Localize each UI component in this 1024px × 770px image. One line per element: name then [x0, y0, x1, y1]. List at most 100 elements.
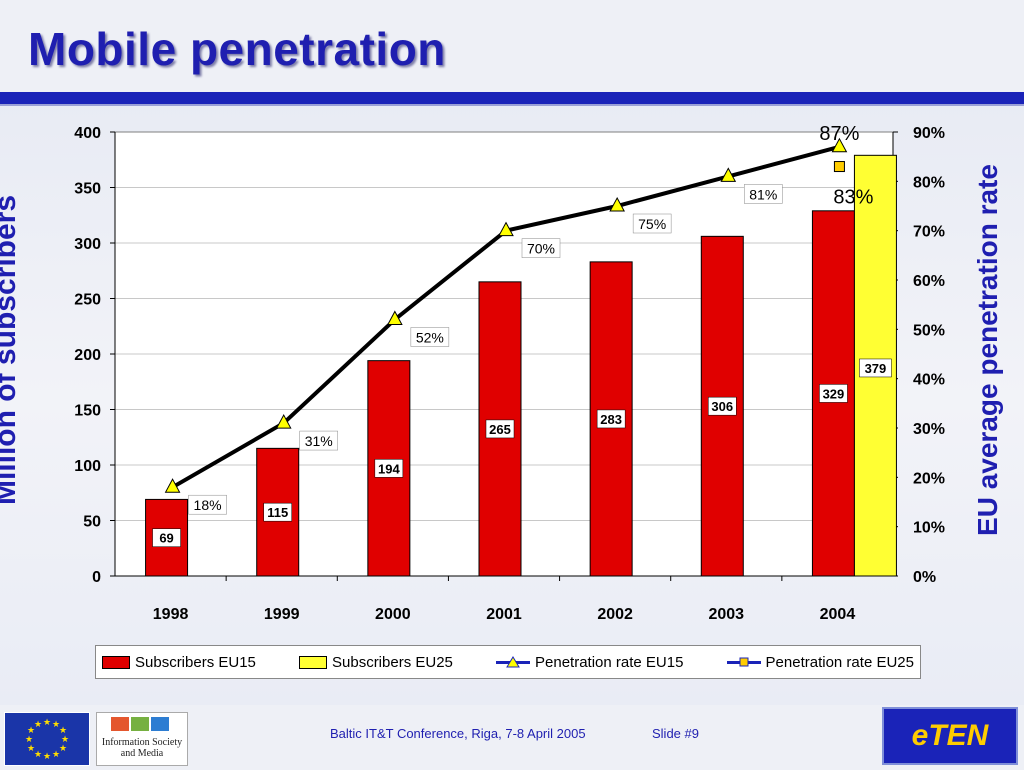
svg-text:★: ★: [43, 718, 51, 728]
legend-item-eu25-line: Penetration rate EU25: [726, 653, 914, 671]
legend-item-eu15-line: Penetration rate EU15: [496, 654, 683, 671]
data-label-box: [485, 419, 515, 439]
y-tick-label: 200: [74, 347, 101, 364]
data-label-eu15: 115: [267, 505, 288, 520]
x-tick-label: 2002: [597, 606, 633, 623]
svg-text:★: ★: [27, 726, 35, 736]
y-tick-label: 350: [74, 181, 101, 198]
y2-tick-label: 70%: [913, 224, 945, 241]
y-tick-label: 0: [92, 569, 101, 586]
legend-label: Penetration rate EU15: [535, 653, 684, 671]
information-society-logo: Information Society and Media: [96, 712, 188, 766]
data-label-penetration-eu15: 18%: [194, 497, 222, 513]
data-label-penetration-eu15: 52%: [416, 329, 444, 345]
svg-text:★: ★: [52, 720, 60, 730]
marker-eu25-square: [833, 161, 845, 173]
data-label-box: [521, 238, 561, 258]
slide-title: Mobile penetration: [28, 23, 446, 75]
data-label-box: [374, 459, 404, 478]
chart-legend: Subscribers EU15 Subscribers EU25 Penetr…: [95, 645, 921, 679]
x-tick-label: 2001: [486, 606, 522, 623]
eten-logo-text: eTEN: [911, 719, 989, 752]
data-label-box: [299, 430, 338, 451]
marker-eu15-triangle: [275, 414, 292, 429]
legend-swatch-eu25-bar: [299, 655, 327, 669]
data-label-box: [596, 409, 626, 429]
y2-tick-label: 20%: [913, 470, 945, 487]
legend-swatch-eu15-line: [496, 656, 530, 668]
svg-text:★: ★: [34, 720, 42, 730]
mobile-penetration-chart: 0 50 100 150 200 250 300 350 400 0% 10% 20% 30% 40% 50…: [74, 123, 945, 623]
data-label-eu15: 306: [711, 399, 733, 414]
information-society-caption: Information Society and Media: [101, 737, 183, 759]
y-tick-label: 50: [83, 514, 101, 531]
legend-item-eu25-bar: Subscribers EU25: [299, 654, 453, 671]
y-tick-label: 250: [74, 292, 101, 309]
svg-text:★: ★: [25, 735, 33, 745]
legend-label: Subscribers EU15: [135, 653, 256, 671]
data-label-eu15: 265: [489, 422, 511, 437]
legend-swatch-eu15-bar: [102, 655, 130, 669]
y-tick-label: 150: [74, 403, 101, 420]
svg-text:★: ★: [34, 750, 42, 760]
eten-logo: eTEN: [882, 707, 1018, 765]
svg-text:★: ★: [52, 750, 60, 760]
x-tick-label: 2004: [820, 606, 856, 623]
footer-slide-number: Slide #9: [652, 726, 699, 741]
marker-eu15-triangle: [387, 310, 403, 325]
title-rule: [0, 92, 1024, 104]
footer-conference: Baltic IT&T Conference, Riga, 7-8 April …: [330, 726, 586, 741]
data-label-penetration-eu25: 83%: [833, 187, 873, 209]
title-rule-thin: [0, 104, 1024, 106]
y2-tick-label: 50%: [913, 322, 945, 339]
data-label-penetration-eu15: 81%: [749, 186, 777, 202]
data-label-box: [410, 327, 450, 347]
data-label-box: [188, 494, 227, 515]
eu-flag-logo: ★ ★ ★ ★ ★ ★ ★ ★ ★ ★ ★ ★: [4, 712, 90, 766]
marker-eu15-triangle: [609, 196, 625, 212]
data-label-box: [152, 528, 181, 547]
y2-tick-label: 10%: [913, 520, 945, 537]
svg-text:★: ★: [43, 752, 51, 762]
data-label-box: [744, 184, 783, 204]
data-label-penetration-eu15: 87%: [819, 123, 859, 145]
svg-text:★: ★: [61, 735, 69, 745]
svg-text:★: ★: [59, 744, 67, 754]
y2-tick-label: 80%: [913, 174, 945, 191]
legend-item-eu15-bar: Subscribers EU15: [102, 654, 256, 671]
marker-eu15-triangle: [720, 167, 737, 182]
data-label-penetration-eu15: 31%: [305, 433, 333, 449]
data-label-box: [632, 213, 672, 234]
data-label-box: [819, 384, 848, 403]
svg-text:★: ★: [27, 744, 35, 754]
x-tick-label: 2000: [375, 606, 411, 623]
data-label-box: [859, 358, 892, 378]
x-tick-label: 1999: [264, 606, 300, 623]
marker-eu15-triangle: [498, 221, 514, 237]
data-label-eu15: 329: [823, 386, 845, 401]
data-label-eu15: 194: [378, 461, 400, 476]
legend-label: Penetration rate EU25: [765, 653, 914, 671]
y2-tick-label: 90%: [913, 125, 945, 142]
y2-tick-label: 40%: [913, 372, 945, 389]
data-label-eu25: 379: [865, 361, 887, 376]
y2-tick-label: 0%: [913, 569, 936, 586]
marker-eu15-triangle: [831, 137, 848, 153]
y-tick-label: 300: [74, 236, 101, 253]
data-label-box: [263, 502, 292, 522]
eu-stars-icon: ★ ★★★ ★★★★ ★★★★: [25, 718, 69, 762]
x-tick-label: 1998: [153, 606, 189, 623]
legend-swatch-eu25-line: [726, 656, 761, 668]
data-label-penetration-eu15: 75%: [638, 216, 666, 232]
x-tick-label: 2003: [708, 606, 744, 623]
svg-text:★: ★: [59, 726, 67, 736]
y-tick-label: 400: [74, 125, 101, 142]
y2-tick-label: 60%: [913, 273, 945, 290]
legend-label: Subscribers EU25: [332, 653, 453, 671]
data-label-penetration-eu15: 70%: [527, 241, 555, 257]
data-label-eu15: 283: [600, 412, 622, 427]
y-tick-label: 100: [74, 458, 101, 475]
data-label-box: [708, 396, 737, 416]
marker-eu15-triangle: [164, 478, 181, 493]
data-label-eu15: 69: [159, 531, 173, 546]
